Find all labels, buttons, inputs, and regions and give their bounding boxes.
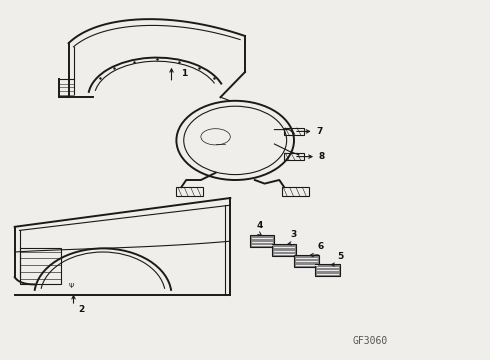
Text: 6: 6	[318, 242, 324, 251]
Text: 2: 2	[78, 305, 85, 314]
Bar	[282, 187, 309, 196]
Bar	[284, 128, 304, 135]
FancyBboxPatch shape	[294, 255, 318, 267]
FancyBboxPatch shape	[250, 235, 274, 247]
Text: 4: 4	[256, 221, 263, 230]
Bar	[176, 187, 203, 196]
Text: $\Psi$: $\Psi$	[68, 281, 74, 290]
Bar	[20, 248, 61, 284]
Text: 3: 3	[290, 230, 296, 239]
Text: GF3060: GF3060	[353, 336, 388, 346]
Bar	[284, 153, 304, 160]
Text: 7: 7	[316, 127, 322, 136]
FancyBboxPatch shape	[272, 244, 296, 256]
Text: 8: 8	[318, 152, 325, 161]
Text: 1: 1	[181, 69, 188, 78]
Text: 5: 5	[338, 252, 343, 261]
FancyBboxPatch shape	[315, 264, 340, 276]
